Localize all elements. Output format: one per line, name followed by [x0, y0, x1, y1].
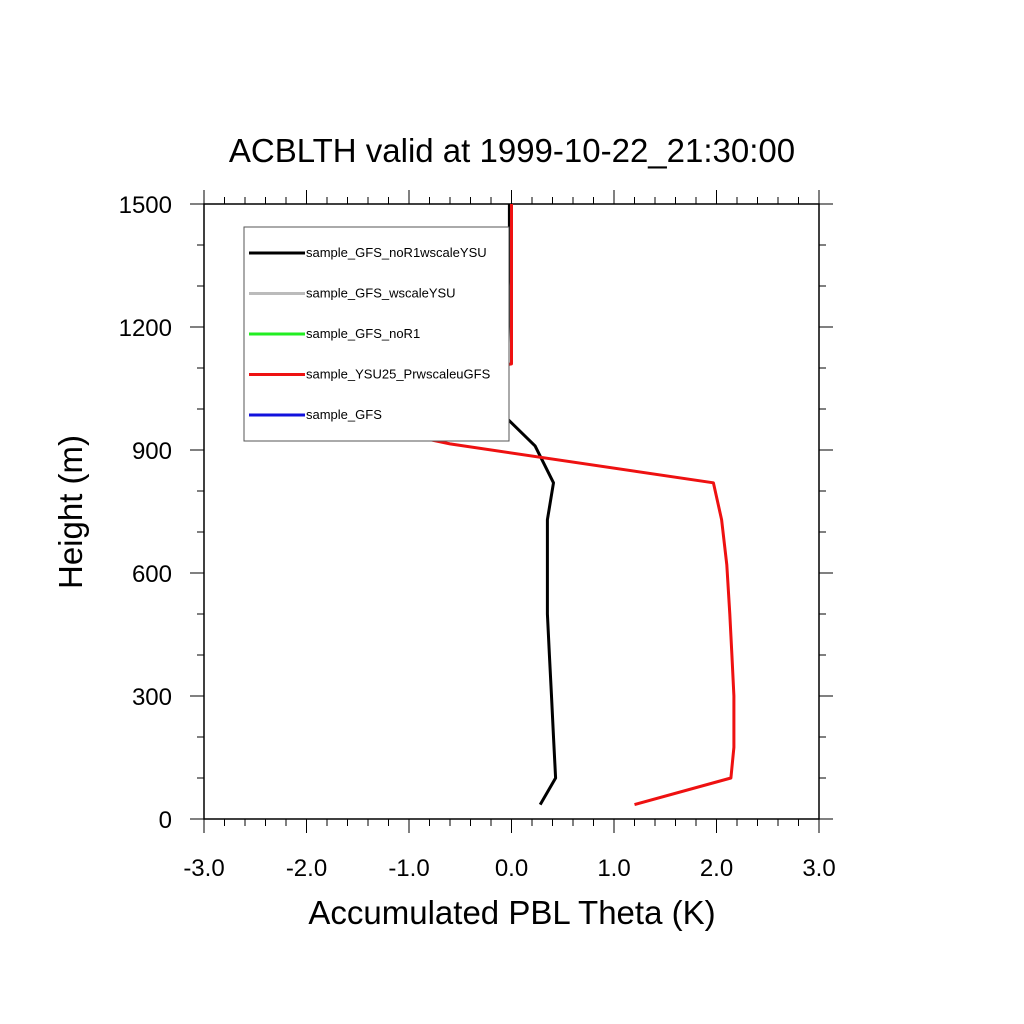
y-tick-label: 1200: [119, 315, 172, 342]
y-tick-label: 0: [159, 807, 172, 834]
y-tick-label: 600: [132, 561, 172, 588]
legend-items: sample_GFS_noR1wscaleYSU sample_GFS_wscal…: [249, 245, 491, 422]
y-axis-label: Height (m): [52, 435, 89, 589]
legend-label: sample_YSU25_PrwscaleuGFS: [306, 367, 491, 382]
axis-ticks: [190, 190, 833, 833]
x-tick-label: 1.0: [597, 855, 630, 882]
x-axis-label: Accumulated PBL Theta (K): [308, 894, 715, 931]
legend-label: sample_GFS_noR1wscaleYSU: [306, 245, 487, 260]
legend-label: sample_GFS_wscaleYSU: [306, 286, 456, 301]
y-tick-labels: 0 300 600 900 1200 1500: [119, 192, 172, 834]
x-tick-label: 0.0: [495, 855, 528, 882]
x-tick-label: -2.0: [286, 855, 327, 882]
x-tick-labels: -3.0 -2.0 -1.0 0.0 1.0 2.0 3.0: [183, 855, 835, 882]
series-line: [264, 204, 736, 807]
y-tick-label: 900: [132, 438, 172, 465]
y-tick-label: 1500: [119, 192, 172, 219]
x-tick-label: 2.0: [700, 855, 733, 882]
chart-title: ACBLTH valid at 1999-10-22_21:30:00: [229, 132, 795, 169]
legend-label: sample_GFS_noR1: [306, 326, 420, 341]
legend: sample_GFS_noR1wscaleYSU sample_GFS_wscal…: [243, 226, 510, 442]
legend-label: sample_GFS: [306, 407, 382, 422]
x-tick-label: 3.0: [802, 855, 835, 882]
y-tick-label: 300: [132, 684, 172, 711]
x-tick-label: -3.0: [183, 855, 224, 882]
x-tick-label: -1.0: [388, 855, 429, 882]
